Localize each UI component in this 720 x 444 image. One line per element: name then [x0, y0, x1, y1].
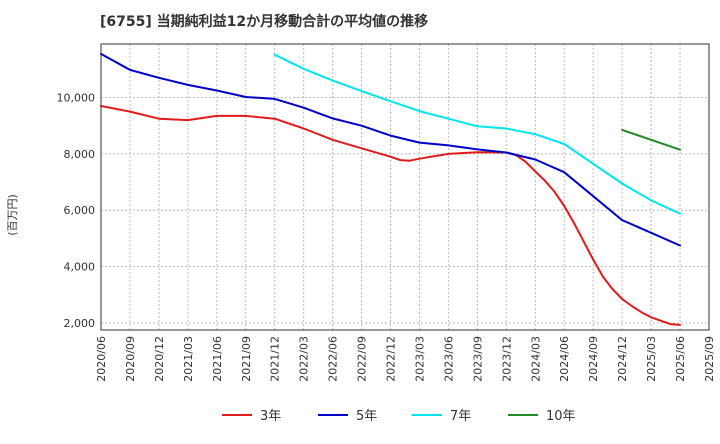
- x-tick-label: 2023/12: [500, 336, 513, 382]
- x-tick-label: 2020/06: [95, 336, 108, 382]
- x-tick-label: 2021/06: [211, 336, 224, 382]
- legend-label: 7年: [450, 409, 471, 424]
- grid-layer: [100, 44, 710, 330]
- legend-label: 5年: [356, 409, 377, 424]
- x-tick-label: 2022/09: [356, 336, 369, 382]
- x-tick-label: 2023/09: [471, 336, 484, 382]
- x-tick-label: 2022/06: [327, 336, 340, 382]
- y-tick-label: 10,000: [57, 92, 96, 105]
- x-tick-label: 2021/09: [240, 336, 253, 382]
- chart-title: [6755] 当期純利益12か月移動合計の平均値の推移: [100, 13, 428, 30]
- y-axis-label: (百万円): [6, 194, 19, 236]
- y-tick-label: 6,000: [64, 204, 96, 217]
- y-tick-label: 8,000: [64, 148, 96, 161]
- x-tick-label: 2020/12: [153, 336, 166, 382]
- x-tick-label: 2021/03: [182, 336, 195, 382]
- x-tick-label: 2025/03: [645, 336, 658, 382]
- x-tick-label: 2022/03: [298, 336, 311, 382]
- legend-label: 3年: [260, 409, 281, 424]
- x-tick-label: 2024/09: [587, 336, 600, 382]
- x-tick-label: 2024/03: [529, 336, 542, 382]
- y-tick-label: 4,000: [64, 261, 96, 274]
- series-line-7年: [273, 53, 681, 215]
- series-line-10年: [621, 128, 681, 151]
- x-tick-label: 2024/06: [558, 336, 571, 382]
- x-tick-label: 2024/12: [616, 336, 629, 382]
- x-tick-label: 2025/06: [674, 336, 687, 382]
- y-axis-ticks: 2,000 4,000 6,000 8,000 10,000: [57, 92, 96, 330]
- x-tick-label: 2022/12: [385, 336, 398, 382]
- x-tick-label: 2020/09: [124, 336, 137, 382]
- legend: 3年 5年 7年 10年: [222, 409, 576, 424]
- plot-frame: [100, 43, 710, 331]
- series-layer: [100, 52, 681, 326]
- x-axis-ticks: 2020/06 2020/09 2020/12 2021/03 2021/06 2021/…: [95, 336, 716, 382]
- x-tick-label: 2021/12: [269, 336, 282, 382]
- x-tick-label: 2025/09: [703, 336, 716, 382]
- x-tick-label: 2023/03: [413, 336, 426, 382]
- legend-label: 10年: [546, 409, 576, 424]
- y-tick-label: 2,000: [64, 317, 96, 330]
- series-line-5年: [100, 52, 681, 247]
- x-tick-label: 2023/06: [442, 336, 455, 382]
